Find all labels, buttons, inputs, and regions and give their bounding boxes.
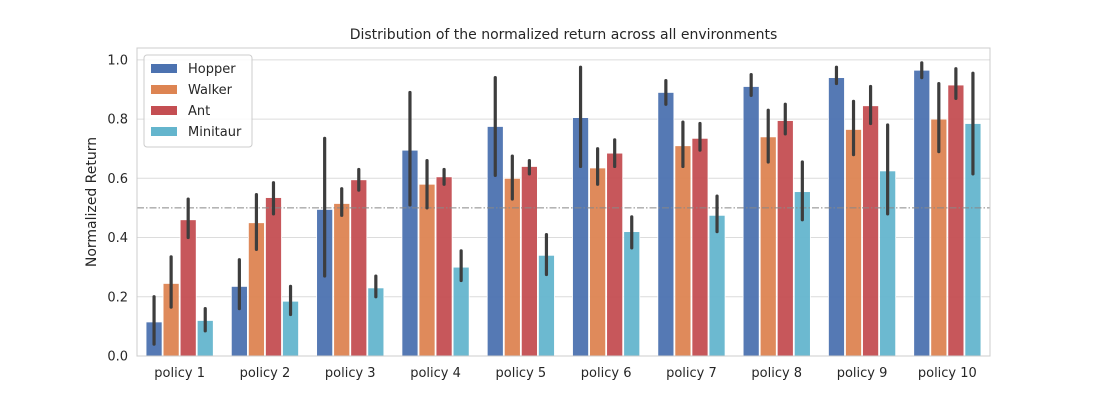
y-tick-labels: 0.0 0.2 0.4 0.6 0.8 1.0 [107,53,128,364]
x-tick-label: policy 3 [325,366,376,381]
legend-label: Minitaur [188,125,242,140]
x-tick-label: policy 9 [837,366,888,381]
legend-swatch [151,85,177,94]
legend-label: Walker [188,83,233,98]
y-tick-label: 0.8 [107,113,128,128]
bar [418,183,436,357]
bar [913,69,931,357]
bar [930,118,948,357]
bars [145,69,982,357]
legend-label: Hopper [188,62,236,77]
legend-label: Ant [188,104,210,119]
bar [742,86,760,357]
y-tick-label: 0.0 [107,350,128,365]
x-tick-labels: policy 1 policy 2 policy 3 policy 4 policy 5… [154,366,977,381]
x-tick-label: policy 5 [496,366,547,381]
bar [265,197,282,357]
bar [520,166,538,357]
plot-frame [136,47,991,357]
bar [435,176,453,357]
bar [947,84,965,357]
bar [606,152,624,357]
bar [333,203,351,357]
error-bars [152,61,975,346]
y-tick-label: 0.2 [107,290,128,305]
x-tick-label: policy 2 [240,366,291,381]
legend: Hopper Walker Ant Minitaur [143,54,253,148]
bar [657,92,675,357]
y-tick-label: 0.6 [107,172,128,187]
bar [759,136,777,357]
bar [179,219,197,357]
bar [691,137,709,357]
bar [776,120,794,357]
bar [674,145,692,357]
chart-title: Distribution of the normalized return ac… [350,27,778,43]
legend-box [143,54,253,148]
bar [503,177,521,357]
x-tick-label: policy 10 [918,366,977,381]
legend-swatch [151,127,177,136]
bar [862,105,880,357]
legend-swatch [151,64,177,73]
x-tick-label: policy 4 [410,366,461,381]
x-tick-label: policy 1 [154,366,205,381]
bar [589,167,607,357]
y-tick-label: 1.0 [107,53,128,68]
bar [350,179,368,357]
bar [828,77,845,357]
x-tick-label: policy 6 [581,366,632,381]
bar [708,214,726,357]
x-tick-label: policy 8 [751,366,802,381]
bar [845,129,862,357]
legend-swatch [151,106,177,115]
y-tick-label: 0.4 [107,231,128,246]
bar [623,231,641,357]
x-tick-label: policy 7 [666,366,717,381]
y-axis-title: Normalized Return [84,137,100,267]
